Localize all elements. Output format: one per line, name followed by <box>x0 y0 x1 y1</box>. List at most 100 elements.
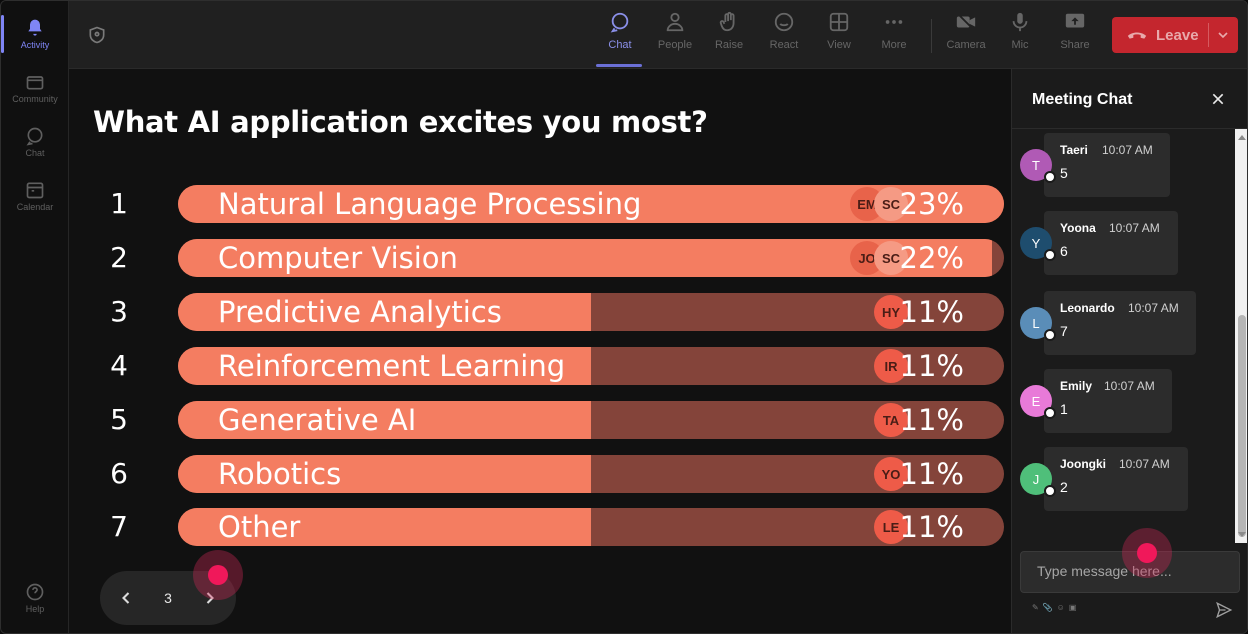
message-bubble: Joongki 10:07 AM 2 <box>1044 447 1188 511</box>
poll-option-percent: 22% <box>899 241 964 275</box>
rail-label: Activity <box>20 40 50 50</box>
attach-icon[interactable]: 📎 <box>1042 603 1053 612</box>
chat-message-input[interactable]: Type message here... <box>1020 551 1240 593</box>
poll-option-rank: 3 <box>110 295 128 328</box>
rail-label: Calendar <box>16 202 54 212</box>
camera-off-icon <box>956 13 976 31</box>
raise-hand-icon <box>719 11 735 32</box>
chevron-right-icon[interactable] <box>200 588 220 608</box>
chat-scrollbar[interactable] <box>1235 129 1247 543</box>
toolbar-people-label: People <box>657 39 693 51</box>
message-text: 1 <box>1060 401 1068 417</box>
message-bubble: Leonardo 10:07 AM 7 <box>1044 291 1196 355</box>
presence-status-icon <box>1044 329 1056 341</box>
toolbar-chat-label: Chat <box>608 39 632 51</box>
message-bubble: Taeri 10:07 AM 5 <box>1044 133 1170 197</box>
toolbar-more-button[interactable]: More <box>868 11 920 61</box>
scroll-up-arrow-icon[interactable] <box>1238 135 1246 140</box>
scrollbar-thumb[interactable] <box>1238 315 1246 537</box>
rail-item-community[interactable]: Community <box>1 61 69 115</box>
toolbar-people-button[interactable]: People <box>649 11 701 61</box>
chat-message-list: Taeri 10:07 AM 5 T Yoona 10:07 AM 6 Y Leonardo 10… <box>1012 129 1236 543</box>
message-bubble: Emily 10:07 AM 1 <box>1044 369 1172 433</box>
poll-option-row: 2 Computer Vision JO SC 22% <box>69 239 1011 277</box>
toolbar-react-button[interactable]: React <box>758 11 810 61</box>
presence-status-icon <box>1044 485 1056 497</box>
toolbar-chat-button[interactable]: Chat <box>594 11 646 67</box>
send-icon[interactable] <box>1215 601 1233 619</box>
sender-avatar[interactable]: T <box>1020 149 1052 181</box>
poll-option-bar: Reinforcement Learning IR 11% <box>178 347 1004 385</box>
poll-option-label: Robotics <box>218 457 342 491</box>
poll-option-row: 6 Robotics YO 11% <box>69 455 1011 493</box>
hang-up-icon <box>1127 32 1147 39</box>
rail-item-activity[interactable]: Activity <box>1 7 69 61</box>
chat-message[interactable]: Taeri 10:07 AM 5 T <box>1012 133 1236 197</box>
page-number: 3 <box>164 590 172 606</box>
message-sender: Joongki <box>1060 457 1107 471</box>
message-timestamp: 10:07 AM <box>1102 143 1153 157</box>
chat-message[interactable]: Emily 10:07 AM 1 E <box>1012 369 1236 433</box>
voter-avatars: YO <box>874 457 908 491</box>
poll-option-bar: Other LE 11% <box>178 508 1004 546</box>
more-dots-icon <box>885 20 903 24</box>
message-text: 2 <box>1060 479 1068 495</box>
message-timestamp: 10:07 AM <box>1109 221 1160 235</box>
poll-option-rank: 1 <box>110 187 128 220</box>
poll-option-bar: Generative AI TA 11% <box>178 401 1004 439</box>
voter-avatar: SC <box>874 187 908 221</box>
toolbar-share-button[interactable]: Share <box>1049 11 1101 61</box>
toolbar-raise-label: Raise <box>714 39 744 51</box>
message-sender: Emily <box>1060 379 1093 393</box>
microphone-icon <box>1012 12 1028 32</box>
chat-message[interactable]: Yoona 10:07 AM 6 Y <box>1012 211 1236 275</box>
chevron-left-icon[interactable] <box>116 588 136 608</box>
gif-icon[interactable]: ▣ <box>1068 603 1077 612</box>
toolbar-react-label: React <box>769 39 799 51</box>
scroll-down-arrow-icon[interactable] <box>1238 532 1246 537</box>
presence-status-icon <box>1044 171 1056 183</box>
chat-header: Meeting Chat <box>1012 69 1247 129</box>
message-timestamp: 10:07 AM <box>1128 301 1179 315</box>
leave-divider <box>1208 23 1209 47</box>
toolbar-mic-button[interactable]: Mic <box>994 11 1046 61</box>
community-icon <box>26 76 44 90</box>
message-sender: Leonardo <box>1060 301 1115 315</box>
shield-icon[interactable] <box>87 25 107 45</box>
chat-message[interactable]: Leonardo 10:07 AM 7 L <box>1012 291 1236 355</box>
toolbar-raise-button[interactable]: Raise <box>703 11 755 61</box>
message-text: 7 <box>1060 323 1068 339</box>
toolbar-camera-button[interactable]: Camera <box>940 11 992 61</box>
poll-option-percent: 23% <box>899 187 964 221</box>
poll-option-fill <box>178 508 591 546</box>
toolbar-mic-label: Mic <box>1011 39 1029 51</box>
poll-option-row: 1 Natural Language Processing EM SC 23% <box>69 185 1011 223</box>
click-indicator <box>1122 528 1172 578</box>
toolbar-camera-label: Camera <box>946 39 986 51</box>
poll-option-percent: 11% <box>899 457 964 491</box>
poll-option-label: Predictive Analytics <box>218 295 502 329</box>
calendar-icon <box>26 182 44 199</box>
rail-item-calendar[interactable]: Calendar <box>1 169 69 223</box>
voter-avatars: LE <box>874 510 908 544</box>
poll-option-percent: 11% <box>899 510 964 544</box>
poll-option-row: 3 Predictive Analytics HY 11% <box>69 293 1011 331</box>
voter-avatars: HY <box>874 295 908 329</box>
voter-avatars: EM SC <box>850 187 908 221</box>
rail-item-chat[interactable]: Chat <box>1 115 69 169</box>
poll-question: What AI application excites you most? <box>93 105 708 139</box>
format-icon[interactable]: ✎ <box>1032 603 1039 612</box>
voter-avatars: IR <box>874 349 908 383</box>
poll-option-label: Reinforcement Learning <box>218 349 566 383</box>
poll-option-label: Computer Vision <box>218 241 458 275</box>
poll-option-row: 7 Other LE 11% <box>69 508 1011 546</box>
close-icon[interactable] <box>1210 91 1226 107</box>
poll-option-label: Natural Language Processing <box>218 187 642 221</box>
chat-message[interactable]: Joongki 10:07 AM 2 J <box>1012 447 1236 511</box>
emoji-icon[interactable]: ☺ <box>1056 603 1065 612</box>
toolbar-view-button[interactable]: View <box>813 11 865 61</box>
message-text: 5 <box>1060 165 1068 181</box>
rail-item-help[interactable]: Help <box>1 571 69 625</box>
chevron-down-icon[interactable] <box>1215 27 1231 43</box>
leave-button[interactable]: Leave <box>1112 17 1238 53</box>
